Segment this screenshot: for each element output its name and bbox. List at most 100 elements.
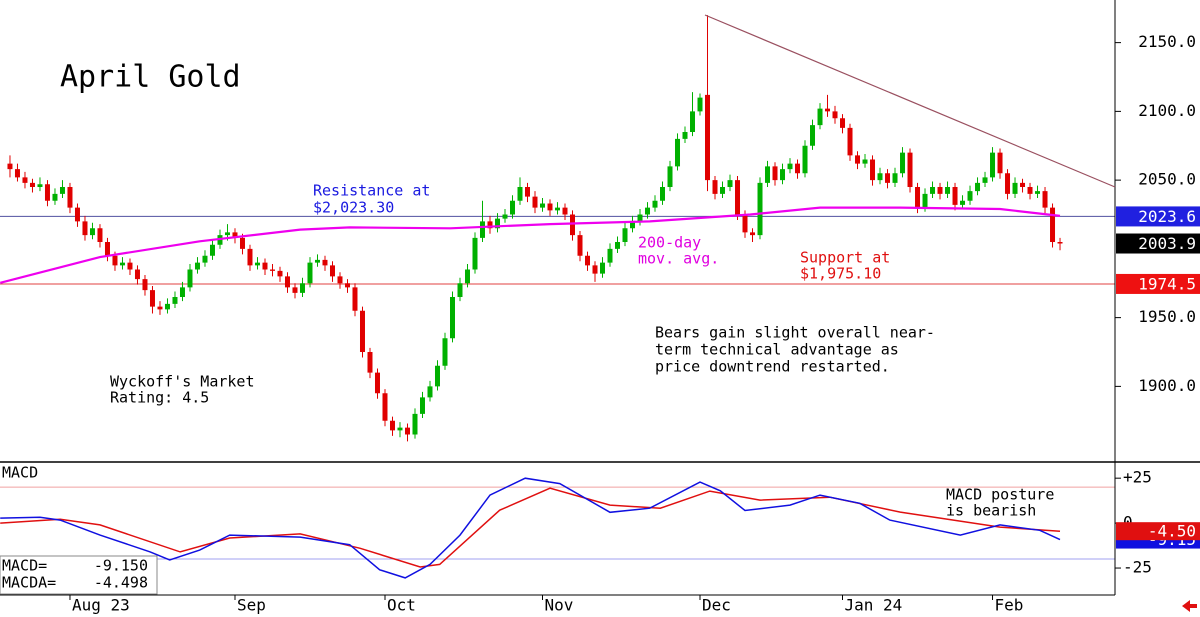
candle-body <box>1012 182 1018 194</box>
candle-body <box>262 262 268 270</box>
candle-body <box>720 187 726 194</box>
candle-body <box>299 283 305 293</box>
trend-line <box>704 14 1116 188</box>
candle-body <box>142 279 148 291</box>
candle-body <box>577 235 583 256</box>
candle-body <box>14 169 20 178</box>
y-tick-label: 2050.0 <box>1138 170 1196 189</box>
candle-body <box>892 173 898 183</box>
candle-body <box>637 214 643 222</box>
candle-body <box>367 352 373 373</box>
candle-body <box>7 163 13 170</box>
candle-body <box>907 152 913 187</box>
readout-label: MACD= <box>2 557 47 575</box>
candle-body <box>727 180 733 187</box>
candle-body <box>750 232 756 236</box>
candle-body <box>997 152 1003 174</box>
annotation: Bears gain slight overall near- <box>655 324 935 342</box>
candle-body <box>344 283 350 288</box>
candle-body <box>1050 207 1056 242</box>
candle-body <box>329 265 335 277</box>
candle-body <box>765 166 771 183</box>
x-tick-label: Feb <box>995 596 1024 615</box>
scroll-arrow[interactable] <box>1182 600 1197 612</box>
candle-body <box>585 255 591 266</box>
candle-body <box>442 338 448 366</box>
price-box <box>1116 206 1200 227</box>
candle-body <box>202 255 208 263</box>
candle-body <box>885 173 891 183</box>
chart-title: April Gold <box>60 60 241 95</box>
annotation: Support at <box>800 249 890 267</box>
candle-body <box>607 248 613 263</box>
candle-body <box>22 177 28 183</box>
candle-body <box>209 244 215 256</box>
candle-body <box>517 187 523 201</box>
candle-body <box>705 94 711 181</box>
x-tick-label: Oct <box>387 596 416 615</box>
candle-body <box>1020 182 1026 187</box>
x-tick-label: Nov <box>544 596 573 615</box>
y-tick-label: 0 <box>1123 513 1133 532</box>
readout-box <box>0 555 158 595</box>
candle-body <box>397 427 403 431</box>
candle-body <box>82 221 88 236</box>
candle-body <box>735 180 741 215</box>
macd-line <box>0 477 1061 579</box>
candle-body <box>945 187 951 194</box>
candle-body <box>59 187 65 194</box>
candle-body <box>322 259 328 266</box>
candle-body <box>404 427 410 435</box>
macd-box <box>1116 522 1200 541</box>
candle-body <box>547 203 553 211</box>
candle-body <box>847 127 853 156</box>
candle-body <box>254 262 260 266</box>
candle-body <box>104 242 110 256</box>
candle-body <box>870 159 876 181</box>
candle-body <box>314 259 320 263</box>
candle-body <box>172 297 178 304</box>
candle-body <box>67 187 73 208</box>
candle-body <box>592 265 598 274</box>
candle-body <box>922 193 928 208</box>
candle-body <box>780 169 786 181</box>
candle-body <box>179 287 185 297</box>
candle-body <box>900 152 906 174</box>
candle-body <box>795 163 801 174</box>
candle-body <box>877 173 883 181</box>
candle-body <box>630 221 636 229</box>
candle-body <box>832 111 838 119</box>
candle-body <box>772 166 778 181</box>
candle-body <box>915 187 921 208</box>
annotation: Resistance at <box>313 182 430 200</box>
price-panel <box>0 15 1115 442</box>
macd-box-label: -4.50 <box>1148 522 1196 541</box>
candle-body <box>1057 242 1063 244</box>
y-tick-label: +25 <box>1123 468 1152 487</box>
candle-body <box>157 306 163 310</box>
price-box-label: 2003.9 <box>1138 234 1196 253</box>
y-tick-label: 2100.0 <box>1138 101 1196 120</box>
candle-body <box>952 187 958 205</box>
candle-body <box>1042 191 1048 208</box>
candle-body <box>975 182 981 192</box>
candle-body <box>427 386 433 398</box>
candle-body <box>97 228 103 242</box>
candle-body <box>187 269 193 288</box>
candle-body <box>487 221 493 229</box>
candle-body <box>164 303 170 310</box>
y-tick-label: -25 <box>1123 558 1152 577</box>
candle-body <box>937 187 943 194</box>
candle-body <box>434 365 440 387</box>
annotation: mov. avg. <box>638 250 719 268</box>
annotation: is bearish <box>946 502 1036 520</box>
candle-body <box>112 255 118 266</box>
candle-body <box>1005 173 1011 194</box>
annotation: 200-day <box>638 234 701 252</box>
annotation: Wyckoff's Market <box>110 373 255 391</box>
candle-body <box>119 262 125 266</box>
candle-body <box>134 269 140 280</box>
candle-body <box>502 214 508 219</box>
